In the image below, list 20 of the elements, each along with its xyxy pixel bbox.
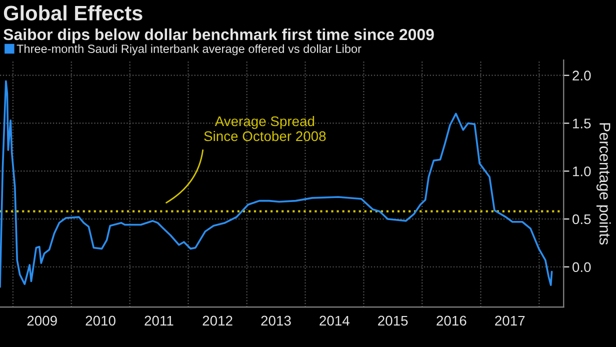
line-series [0, 80, 553, 288]
y-tick-label: 2.0 [572, 70, 591, 81]
y-tick-label: 1.0 [573, 166, 591, 176]
y-axis-title: Percentage points [596, 123, 611, 245]
x-tick-label: 2014 [320, 316, 350, 326]
x-tick-label: 2015 [378, 316, 408, 326]
x-tick-label: 2011 [144, 316, 174, 326]
x-tick-label: 2017 [495, 316, 525, 326]
chart-title: Global Effects [4, 5, 142, 21]
y-tick-label: 0.0 [572, 262, 591, 272]
chart-subtitle: Saibor dips below dollar benchmark first time since 2009 [4, 28, 434, 44]
x-tick-label: 2012 [202, 316, 232, 326]
y-tick-label: 1.5 [573, 118, 591, 128]
x-tick-label: 2013 [261, 316, 291, 326]
x-tick-label: 2009 [27, 316, 57, 326]
legend-label: Three-month Saudi Riyal interbank average offered vs dollar Libor [16, 44, 362, 56]
x-tick-label: 2016 [436, 316, 466, 326]
y-tick-label: 0.5 [572, 214, 591, 224]
x-tick-label: 2010 [86, 316, 116, 326]
ref-line-label: Average Spread Since October 2008 [204, 116, 326, 142]
